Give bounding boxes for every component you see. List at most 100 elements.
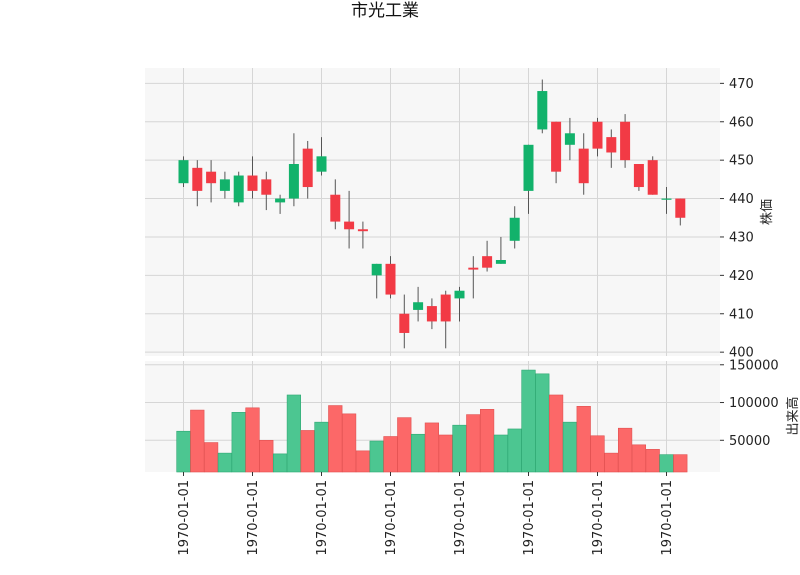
volume-bar	[659, 454, 674, 473]
price-tick-label: 420	[729, 269, 754, 284]
x-tick-label: 1970-01-01	[177, 480, 192, 556]
candle-body	[647, 160, 658, 195]
candle-body	[509, 217, 520, 241]
volume-axis-ticks: 50000 100000 150000	[720, 358, 779, 449]
volume-bar	[190, 409, 205, 473]
candle-body	[192, 167, 203, 191]
price-tick-label: 410	[729, 307, 754, 322]
price-tick-label: 460	[729, 115, 754, 130]
candle-body	[371, 263, 382, 276]
candle-body	[288, 164, 299, 199]
volume-tick-label: 50000	[729, 434, 770, 449]
candle-body	[675, 198, 686, 218]
volume-bar	[259, 439, 274, 473]
candle-body	[592, 121, 603, 149]
candle-body	[219, 179, 230, 191]
volume-bar	[383, 436, 398, 473]
candle-body	[578, 148, 589, 184]
price-tick-label: 450	[729, 154, 754, 169]
price-tick-label: 400	[729, 346, 754, 361]
volume-bar	[300, 430, 315, 473]
volume-bar	[617, 427, 633, 473]
volume-bar	[604, 452, 619, 473]
candle-body	[385, 263, 396, 295]
candles	[178, 79, 686, 349]
candle-body	[357, 229, 368, 232]
candle-body	[482, 256, 493, 268]
candle-body	[316, 156, 327, 172]
volume-bar	[645, 449, 660, 473]
candle-body	[206, 171, 217, 184]
x-tick-label: 1970-01-01	[453, 480, 468, 556]
volume-axis-label: 出来高	[785, 396, 800, 435]
volume-bar	[355, 450, 371, 473]
price-tick-label: 440	[729, 192, 754, 207]
volume-bar	[548, 394, 564, 473]
x-tick-label: 1970-01-01	[591, 480, 606, 556]
volume-bar	[217, 452, 233, 473]
volume-bar	[479, 409, 495, 473]
candle-body	[399, 313, 410, 333]
candle-body	[468, 267, 479, 270]
volume-bar	[204, 442, 219, 473]
volume-bar	[314, 421, 329, 473]
volume-bar	[562, 421, 577, 473]
candle-body	[247, 175, 258, 191]
volume-bar	[466, 414, 481, 473]
volume-bar	[176, 430, 191, 473]
volume-bar	[272, 453, 288, 473]
volume-bar	[673, 454, 688, 473]
volume-tick-label: 150000	[729, 358, 779, 373]
volume-bar	[452, 424, 467, 473]
volume-bar	[590, 435, 605, 473]
price-axis-ticks: 400 410 420 430 440 450 460 470	[720, 77, 754, 361]
candle-body	[440, 294, 451, 322]
volume-bar	[410, 433, 426, 473]
candle-body	[633, 164, 644, 188]
volume-bar	[369, 440, 384, 473]
candle-body	[302, 148, 313, 188]
candle-body	[537, 91, 548, 130]
volume-bar	[328, 405, 343, 473]
x-axis-ticks: 1970-01-01 1970-01-01 1970-01-01 1970-01-01…	[177, 472, 675, 556]
candle-body	[523, 144, 534, 191]
candle-body	[275, 198, 286, 203]
candle-body	[606, 137, 617, 153]
candle-body	[426, 306, 437, 322]
volume-bar	[535, 373, 550, 473]
x-tick-label: 1970-01-01	[522, 480, 537, 556]
candle-body	[413, 302, 424, 310]
volume-tick-label: 100000	[729, 396, 779, 411]
volume-bar	[231, 412, 246, 473]
candle-body	[620, 121, 631, 161]
volume-bar	[245, 407, 260, 473]
price-axis-label: 株価	[760, 199, 775, 225]
x-tick-label: 1970-01-01	[384, 480, 399, 556]
x-tick-label: 1970-01-01	[660, 480, 675, 556]
price-tick-label: 430	[729, 230, 754, 245]
x-tick-label: 1970-01-01	[315, 480, 330, 556]
volume-bar	[286, 394, 302, 473]
candle-body	[551, 121, 562, 172]
x-tick-label: 1970-01-01	[246, 480, 261, 556]
candle-body	[454, 290, 465, 299]
candle-body	[330, 194, 341, 222]
volume-bar	[493, 434, 509, 473]
volume-bar	[397, 417, 412, 473]
volume-bar	[631, 444, 646, 473]
volume-bar	[521, 369, 536, 473]
volume-bar	[341, 413, 357, 473]
volume-bar	[576, 406, 591, 473]
candle-body	[495, 260, 506, 264]
candle-body	[661, 198, 672, 200]
chart-title: 市光工業	[351, 1, 419, 21]
candle-body	[233, 175, 244, 203]
candle-body	[344, 221, 355, 230]
volume-bars	[176, 369, 688, 473]
candle-body	[564, 133, 575, 145]
volume-bar	[438, 434, 453, 473]
price-tick-label: 470	[729, 77, 754, 92]
candle-body	[261, 179, 272, 195]
